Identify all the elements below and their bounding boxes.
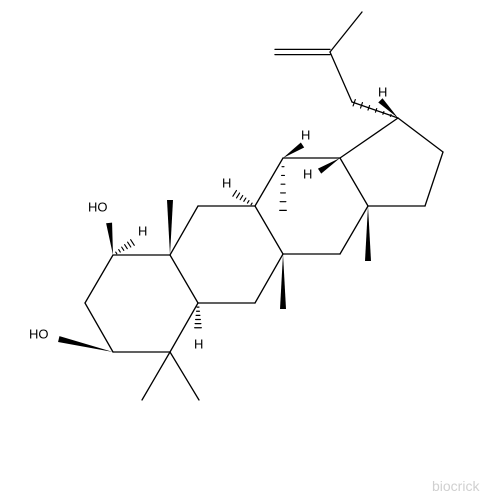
svg-text:H: H (303, 167, 312, 182)
svg-text:H: H (378, 85, 387, 100)
svg-text:HO: HO (88, 200, 108, 215)
structure-svg: HO HO H H H H H H (0, 0, 500, 500)
svg-text:H: H (301, 128, 310, 143)
chemical-structure-diagram: { "type": "molecular-structure", "compou… (0, 0, 500, 500)
svg-text:HO: HO (29, 327, 49, 342)
svg-text:H: H (194, 337, 203, 352)
svg-text:H: H (138, 224, 147, 239)
svg-text:H: H (222, 176, 231, 191)
watermark: biocrick (432, 478, 479, 494)
